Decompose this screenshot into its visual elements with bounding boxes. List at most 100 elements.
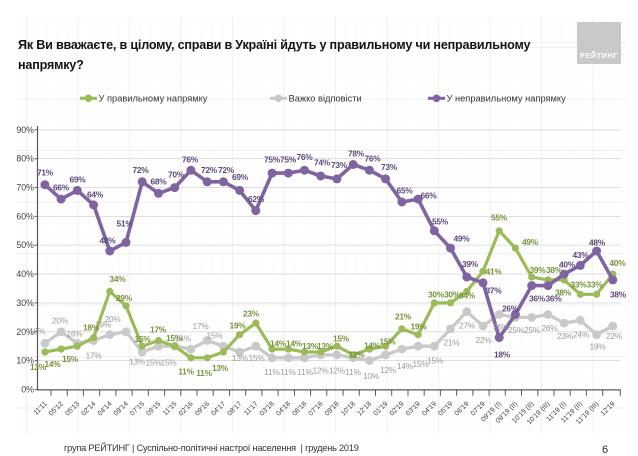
- svg-text:04'19: 04'19: [421, 400, 438, 417]
- svg-text:17%: 17%: [85, 351, 102, 361]
- svg-text:37%: 37%: [485, 286, 502, 296]
- svg-text:22%: 22%: [475, 335, 492, 345]
- svg-text:36%: 36%: [529, 294, 546, 304]
- svg-text:29%: 29%: [116, 293, 133, 303]
- svg-text:14%: 14%: [397, 361, 414, 371]
- svg-text:19%: 19%: [589, 342, 606, 352]
- svg-text:70%: 70%: [16, 183, 34, 193]
- svg-text:12%: 12%: [329, 366, 346, 376]
- svg-text:90%: 90%: [16, 125, 34, 135]
- svg-text:73%: 73%: [381, 162, 398, 172]
- svg-text:30%: 30%: [444, 290, 461, 300]
- svg-text:72%: 72%: [218, 165, 235, 175]
- svg-text:78%: 78%: [348, 149, 365, 159]
- svg-text:11%: 11%: [280, 367, 296, 377]
- svg-text:14%: 14%: [270, 339, 287, 349]
- svg-text:25%: 25%: [524, 325, 541, 335]
- svg-text:13%: 13%: [232, 353, 249, 363]
- svg-text:66%: 66%: [420, 191, 437, 201]
- svg-text:72%: 72%: [201, 165, 218, 175]
- svg-text:43%: 43%: [572, 250, 589, 260]
- svg-text:04'17: 04'17: [210, 400, 227, 417]
- svg-text:75%: 75%: [280, 155, 297, 165]
- svg-text:34%: 34%: [459, 291, 476, 301]
- svg-text:15%: 15%: [166, 333, 183, 343]
- svg-text:12%: 12%: [312, 366, 329, 376]
- svg-text:13%: 13%: [317, 341, 334, 351]
- svg-text:10%: 10%: [363, 371, 380, 381]
- svg-text:62%: 62%: [248, 194, 265, 204]
- svg-text:38%: 38%: [610, 290, 627, 300]
- svg-text:11%: 11%: [345, 367, 361, 377]
- svg-text:40%: 40%: [559, 260, 576, 270]
- svg-text:21%: 21%: [395, 312, 412, 322]
- svg-text:20%: 20%: [104, 314, 121, 324]
- svg-text:25%: 25%: [508, 325, 525, 335]
- svg-text:19%: 19%: [410, 322, 427, 332]
- svg-text:69%: 69%: [232, 172, 249, 182]
- svg-text:У правильному напрямку: У правильному напрямку: [99, 94, 208, 104]
- svg-text:15%: 15%: [379, 337, 396, 347]
- svg-text:49%: 49%: [522, 237, 539, 247]
- svg-text:51%: 51%: [116, 219, 133, 229]
- svg-text:75%: 75%: [264, 155, 281, 165]
- svg-text:13%: 13%: [212, 363, 229, 373]
- svg-text:72%: 72%: [132, 165, 149, 175]
- svg-text:13%: 13%: [302, 341, 319, 351]
- svg-text:60%: 60%: [16, 211, 34, 221]
- svg-text:15%: 15%: [145, 358, 162, 368]
- svg-text:05'12: 05'12: [48, 400, 65, 417]
- svg-text:02'19: 02'19: [389, 400, 406, 417]
- svg-text:15%: 15%: [206, 331, 223, 341]
- svg-text:16%: 16%: [66, 329, 83, 339]
- svg-text:30%: 30%: [428, 290, 445, 300]
- svg-text:04'18: 04'18: [275, 400, 292, 417]
- svg-text:68%: 68%: [150, 177, 167, 187]
- svg-text:38%: 38%: [555, 288, 572, 298]
- svg-text:22%: 22%: [606, 331, 623, 341]
- svg-text:05'13: 05'13: [64, 400, 81, 417]
- svg-text:07'18: 07'18: [308, 400, 325, 417]
- svg-text:20%: 20%: [52, 316, 69, 326]
- svg-text:03'19: 03'19: [405, 400, 422, 417]
- svg-text:66%: 66%: [53, 183, 70, 193]
- svg-text:04'14: 04'14: [97, 400, 114, 417]
- svg-text:09'18: 09'18: [324, 400, 341, 417]
- svg-text:03'18: 03'18: [259, 400, 276, 417]
- svg-text:26%: 26%: [502, 304, 519, 314]
- svg-text:18%: 18%: [494, 350, 511, 360]
- svg-text:55%: 55%: [432, 217, 449, 227]
- svg-text:19%: 19%: [95, 320, 112, 330]
- svg-text:49%: 49%: [453, 234, 470, 244]
- svg-text:50%: 50%: [16, 240, 34, 250]
- svg-text:73%: 73%: [331, 160, 348, 170]
- svg-text:34%: 34%: [109, 274, 126, 284]
- svg-text:17%: 17%: [192, 321, 209, 331]
- svg-text:0%: 0%: [21, 385, 34, 395]
- svg-text:27%: 27%: [459, 321, 476, 331]
- svg-text:16%: 16%: [29, 326, 46, 336]
- svg-text:38%: 38%: [546, 265, 563, 275]
- svg-text:30%: 30%: [16, 298, 34, 308]
- svg-text:15%: 15%: [62, 354, 79, 364]
- svg-text:23%: 23%: [557, 331, 574, 341]
- svg-text:14%: 14%: [364, 341, 381, 351]
- svg-text:05'19: 05'19: [437, 400, 454, 417]
- svg-text:19%: 19%: [229, 321, 246, 331]
- svg-text:06'18: 06'18: [291, 400, 308, 417]
- svg-text:01'19: 01'19: [372, 400, 389, 417]
- svg-text:21%: 21%: [443, 338, 460, 348]
- svg-text:76%: 76%: [364, 154, 381, 164]
- svg-text:15%: 15%: [333, 334, 350, 344]
- svg-text:11'15: 11'15: [162, 400, 179, 417]
- svg-text:07'15: 07'15: [129, 400, 146, 417]
- svg-text:65%: 65%: [396, 186, 413, 196]
- svg-text:14%: 14%: [175, 334, 192, 344]
- svg-text:15%: 15%: [427, 356, 444, 366]
- svg-text:09'14: 09'14: [113, 400, 130, 417]
- svg-text:15%: 15%: [412, 359, 429, 369]
- svg-text:76%: 76%: [182, 155, 199, 165]
- svg-text:02'16: 02'16: [178, 400, 195, 417]
- svg-text:12%: 12%: [380, 365, 397, 375]
- svg-text:13%: 13%: [30, 362, 47, 372]
